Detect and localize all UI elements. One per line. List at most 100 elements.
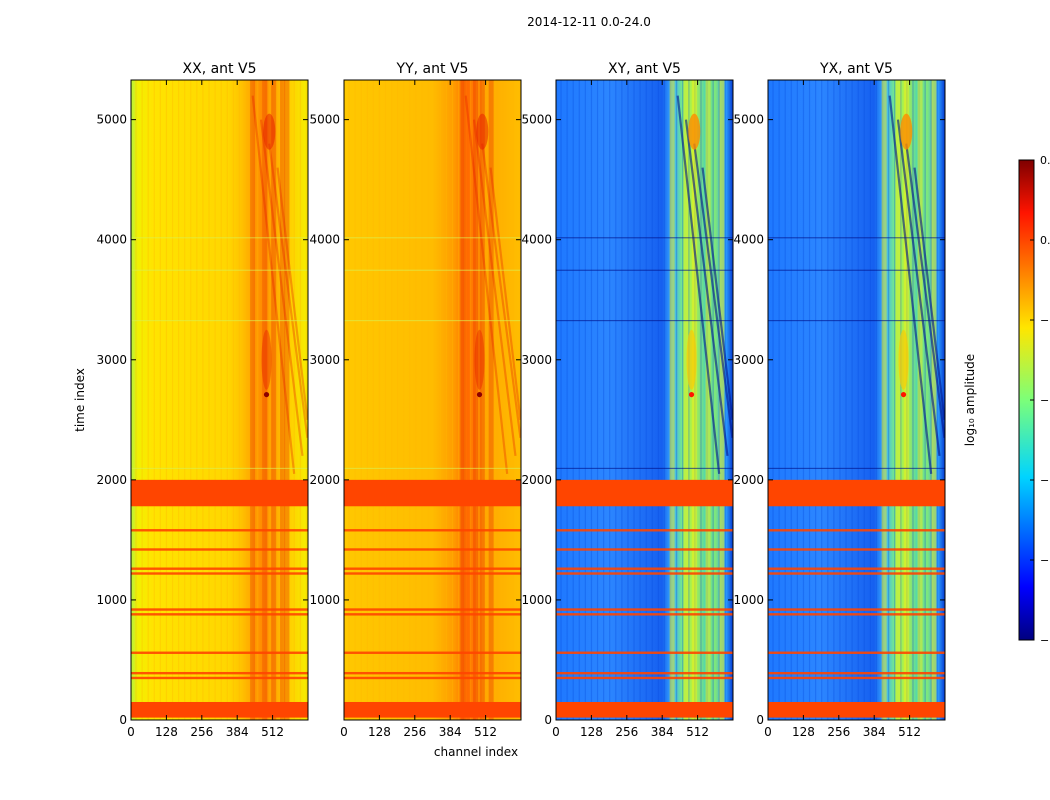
- channel-stripe: [397, 80, 399, 720]
- channel-stripe: [153, 80, 155, 720]
- plot-frame: [767, 79, 946, 721]
- drift-feature: [888, 95, 933, 474]
- flag-line: [131, 529, 308, 532]
- channel-stripe: [372, 80, 374, 720]
- channel-stripe: [833, 80, 835, 720]
- channel-stripe: [936, 80, 938, 720]
- x-tick-label: 0: [127, 725, 135, 739]
- flag-line: [556, 567, 733, 570]
- intense-region: [686, 329, 697, 390]
- panels: XX, ant V5 0 128 256 384 512 0 1000 2000 3000 4000…: [96, 61, 946, 739]
- channel-stripe: [476, 80, 478, 720]
- flag-line: [131, 613, 308, 616]
- y-tick-label: 1000: [96, 593, 127, 607]
- channel-stripe: [384, 80, 387, 720]
- flagged-block: [768, 479, 945, 507]
- y-tick-label: 2000: [96, 473, 127, 487]
- colorbar-ticks: 0.5 0.0 −0.5 −1.0 −1.5 −2.0 −2.5: [1030, 154, 1050, 647]
- x-axis-label: channel index: [434, 745, 518, 759]
- channel-stripe: [609, 80, 611, 720]
- channel-stripe: [147, 80, 149, 720]
- channel-stripe: [615, 80, 617, 720]
- channel-stripe: [560, 80, 562, 720]
- x-tick-label: 0: [552, 725, 560, 739]
- channel-stripe: [421, 80, 423, 720]
- flag-line: [131, 567, 308, 570]
- y-tick-label: 3000: [733, 353, 764, 367]
- flag-line: [344, 572, 521, 575]
- channel-stripe: [651, 80, 653, 720]
- flag-line: [131, 548, 308, 551]
- channel-stripe: [894, 80, 896, 720]
- channel-stripe: [815, 80, 817, 720]
- flagged-block: [344, 701, 521, 718]
- channel-stripe: [287, 80, 289, 720]
- flag-line: [344, 671, 521, 675]
- time-artefact: [131, 467, 308, 469]
- channel-stripe: [135, 80, 137, 720]
- drift-feature: [259, 119, 304, 456]
- channel-stripe: [178, 80, 180, 720]
- bright-channel: [705, 80, 711, 720]
- drift-feature: [693, 143, 734, 438]
- x-tick-label: 0: [764, 725, 772, 739]
- time-artefact: [344, 237, 521, 239]
- y-axis-label: time index: [73, 368, 87, 432]
- time-artefact: [344, 467, 521, 469]
- bright-channel: [262, 80, 268, 720]
- channel-stripe: [378, 80, 381, 720]
- channel-stripe: [724, 80, 726, 720]
- channel-stripe: [500, 80, 502, 720]
- panel-title: YX, ant V5: [819, 61, 893, 77]
- intense-region: [900, 113, 913, 150]
- flag-line: [768, 676, 945, 680]
- plot-frame: [555, 79, 734, 721]
- drift-feature: [676, 95, 721, 474]
- channel-stripe: [403, 80, 405, 720]
- channel-stripe: [942, 80, 944, 720]
- channel-stripe: [494, 80, 496, 720]
- bright-channel: [917, 80, 923, 720]
- x-tick-label: 128: [368, 725, 391, 739]
- figure-title: 2014-12-11 0.0-24.0: [527, 15, 651, 29]
- x-tick-label: 256: [403, 725, 426, 739]
- panel-title: XY, ant V5: [608, 61, 681, 77]
- time-artefact: [556, 269, 733, 271]
- y-tick-label: 5000: [309, 113, 340, 127]
- bright-channel: [683, 80, 689, 720]
- channel-stripe: [682, 80, 684, 720]
- panel-3: YX, ant V5 0 128 256 384 512 0 1000 2000 3000 4000…: [733, 61, 946, 739]
- drift-feature: [464, 95, 509, 474]
- channel-stripe: [518, 80, 520, 720]
- channel-stripe: [293, 80, 295, 720]
- channel-stripe: [171, 80, 174, 720]
- hot-spot: [900, 391, 907, 398]
- drift-feature: [481, 143, 522, 438]
- channel-stripe: [808, 80, 811, 720]
- channel-stripe: [488, 80, 490, 720]
- flag-line: [556, 613, 733, 616]
- flag-line: [344, 613, 521, 616]
- colorbar-tick-label: −0.5: [1040, 314, 1050, 327]
- intense-region: [688, 113, 701, 150]
- channel-stripe: [165, 80, 168, 720]
- time-artefact: [556, 320, 733, 322]
- panel-1: YY, ant V5 0 128 256 384 512 1000 2000 3000 4000 5…: [309, 61, 522, 739]
- channel-stripe: [470, 80, 472, 720]
- y-tick-label: 2000: [309, 473, 340, 487]
- y-tick-label: 1000: [521, 593, 552, 607]
- channel-stripe: [802, 80, 805, 720]
- flag-line: [556, 671, 733, 675]
- x-tick-label: 256: [827, 725, 850, 739]
- channel-stripe: [257, 80, 259, 720]
- channel-stripe: [603, 80, 605, 720]
- colorbar-label: log₁₀ amplitude: [963, 354, 977, 446]
- bright-channel: [250, 80, 256, 720]
- y-tick-label: 0: [544, 713, 552, 727]
- channel-stripe: [621, 80, 623, 720]
- channel-stripe: [190, 80, 192, 720]
- bright-channel: [931, 80, 937, 720]
- channel-stripe: [912, 80, 914, 720]
- plot-frame: [130, 79, 309, 721]
- flag-line: [768, 572, 945, 575]
